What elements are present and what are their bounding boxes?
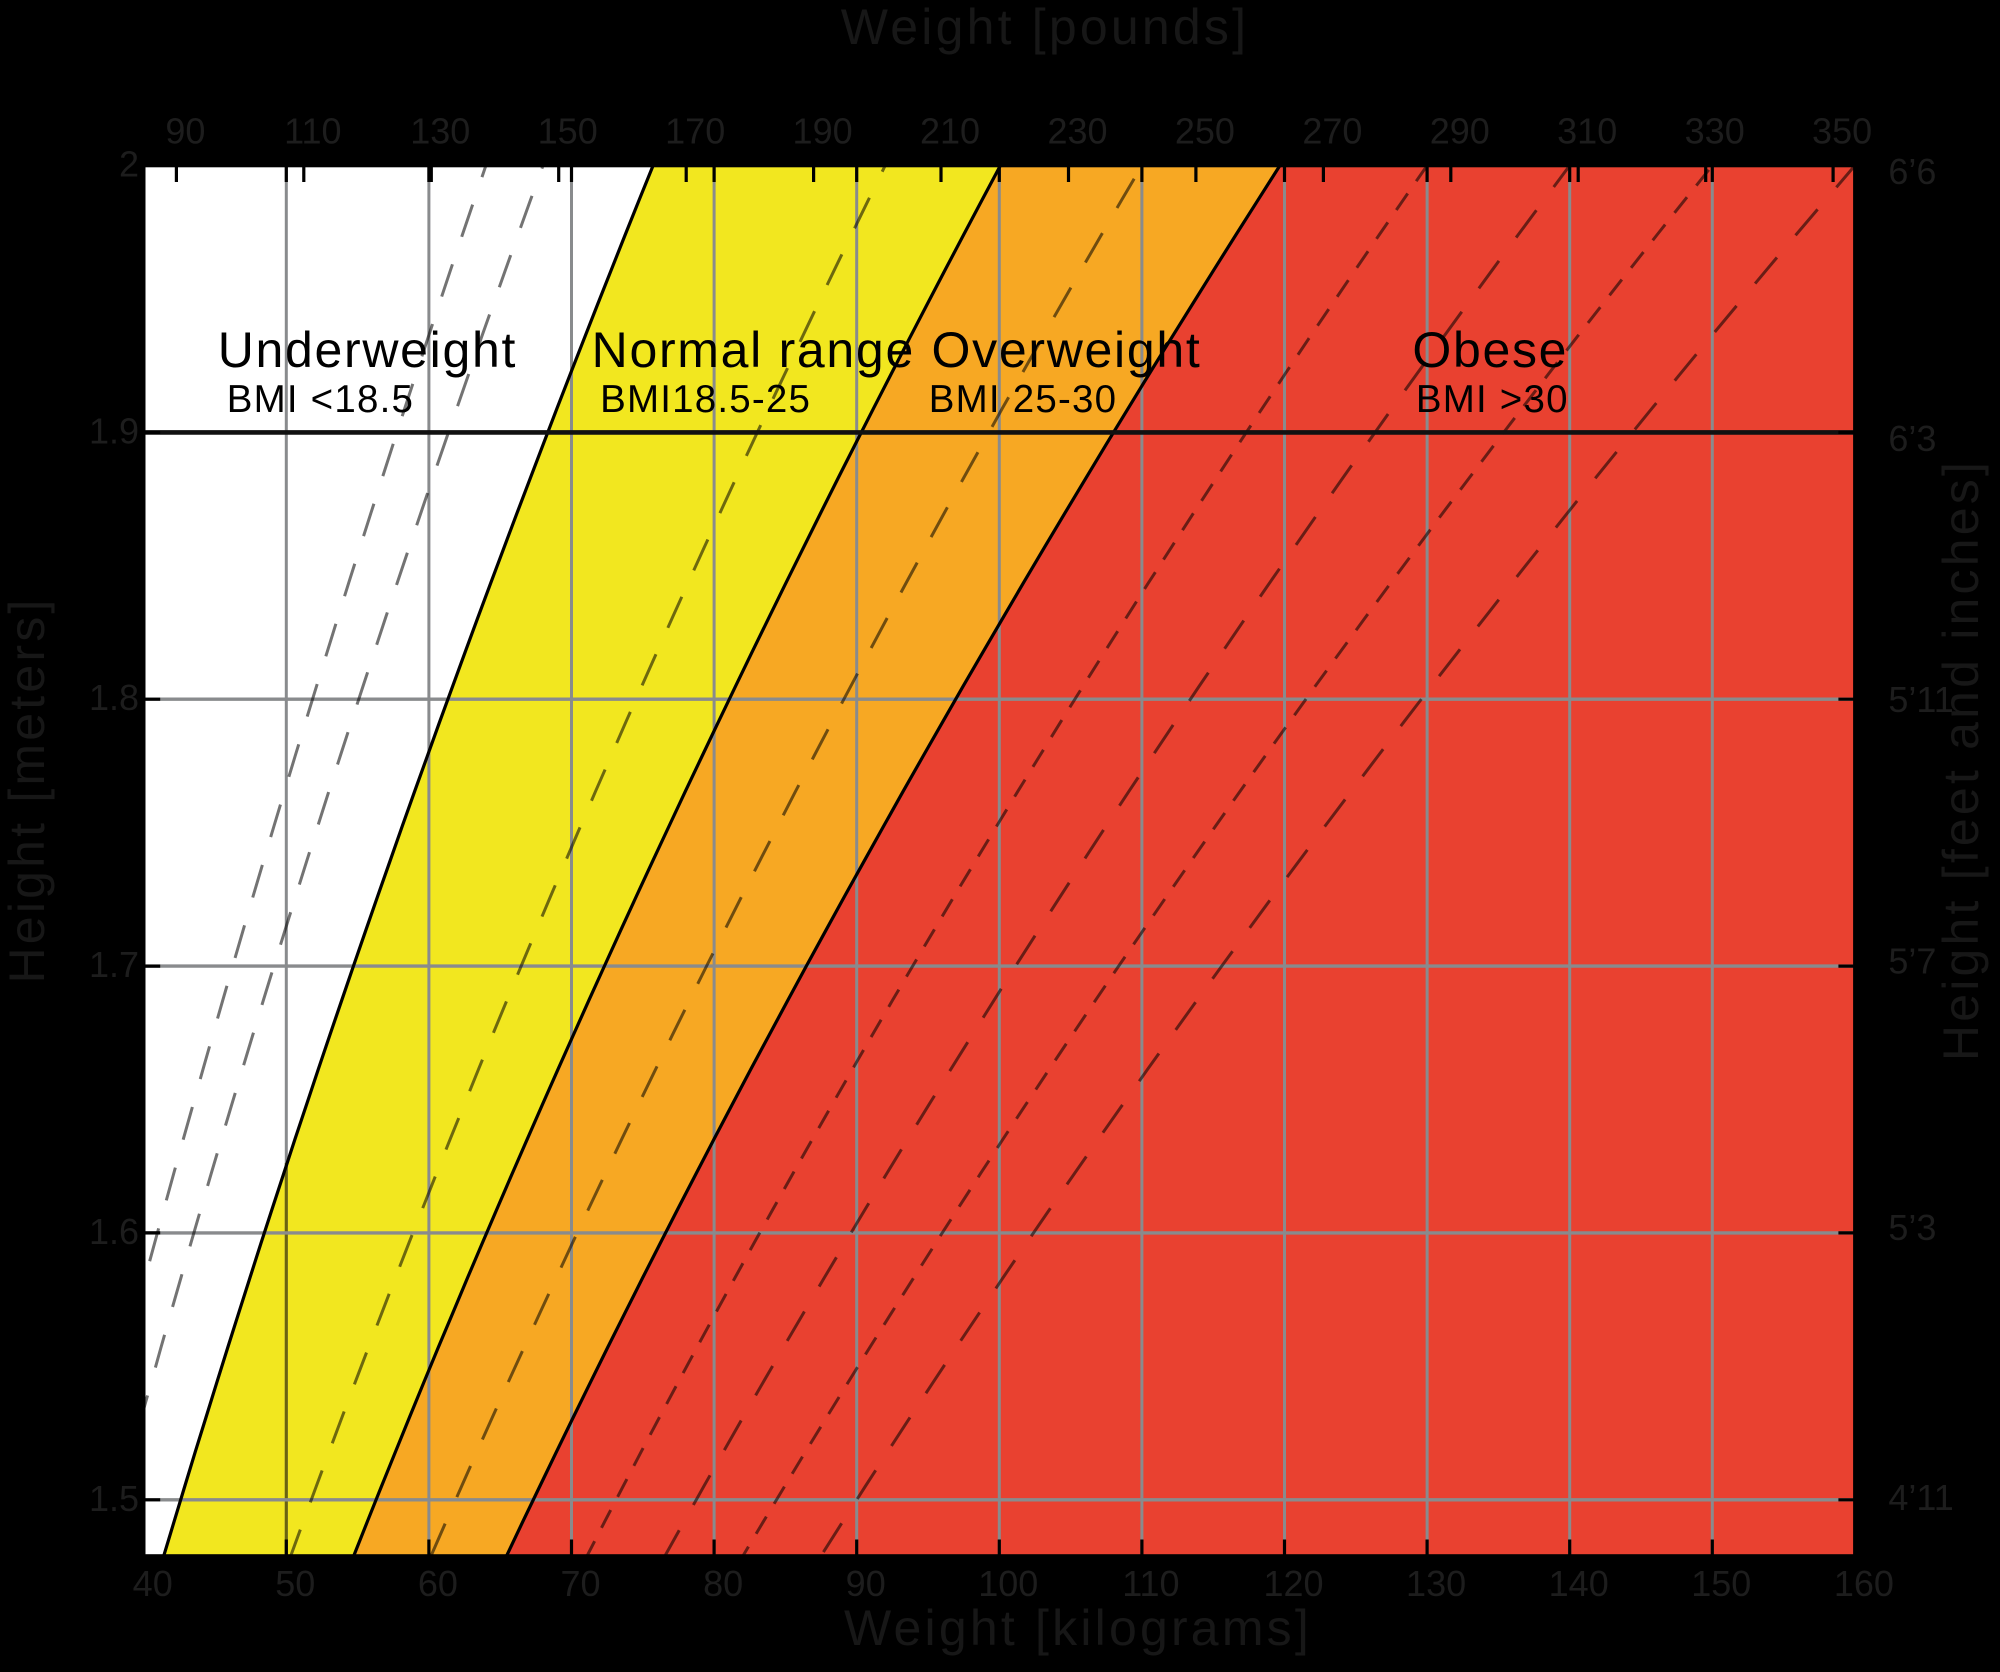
svg-text:1.8: 1.8 [89,677,139,718]
svg-text:Underweight: Underweight [218,322,517,378]
svg-text:130: 130 [1406,1563,1466,1604]
svg-text:330: 330 [1685,111,1745,152]
svg-text:290: 290 [1430,111,1490,152]
svg-text:190: 190 [793,111,853,152]
svg-text:Height [feet and inches]: Height [feet and inches] [1933,459,1989,1061]
svg-text:Weight [pounds]: Weight [pounds] [841,0,1249,55]
svg-text:310: 310 [1557,111,1617,152]
svg-text:60: 60 [418,1563,458,1604]
svg-text:150: 150 [538,111,598,152]
svg-text:90: 90 [165,111,205,152]
svg-text:100: 100 [978,1563,1038,1604]
svg-text:80: 80 [703,1563,743,1604]
svg-text:350: 350 [1812,111,1872,152]
svg-text:Weight [kilograms]: Weight [kilograms] [844,1600,1312,1656]
svg-text:250: 250 [1175,111,1235,152]
svg-text:1.7: 1.7 [89,944,139,985]
svg-text:BMI <18.5: BMI <18.5 [227,378,414,421]
svg-text:120: 120 [1263,1563,1323,1604]
svg-text:Obese: Obese [1412,322,1568,378]
svg-text:70: 70 [560,1563,600,1604]
svg-text:Normal range: Normal range [592,322,915,378]
svg-text:6’6: 6’6 [1888,151,1936,192]
svg-text:170: 170 [665,111,725,152]
svg-text:BMI 25-30: BMI 25-30 [929,378,1117,421]
svg-text:1.5: 1.5 [89,1478,139,1519]
svg-text:50: 50 [275,1563,315,1604]
svg-text:4’11: 4’11 [1888,1477,1953,1518]
svg-text:5’7: 5’7 [1888,940,1936,981]
svg-text:5’11: 5’11 [1888,679,1953,720]
svg-text:270: 270 [1302,111,1362,152]
svg-text:2: 2 [119,144,139,185]
svg-text:1.9: 1.9 [89,410,139,451]
svg-text:210: 210 [920,111,980,152]
svg-text:Overweight: Overweight [932,322,1202,378]
svg-text:90: 90 [846,1563,886,1604]
svg-text:230: 230 [1047,111,1107,152]
svg-text:Height [meters]: Height [meters] [0,596,55,983]
svg-text:5’3: 5’3 [1888,1207,1936,1248]
svg-text:1.6: 1.6 [89,1211,139,1252]
svg-text:BMI >30: BMI >30 [1416,378,1569,421]
svg-text:140: 140 [1549,1563,1609,1604]
svg-text:110: 110 [1122,1563,1179,1604]
svg-text:150: 150 [1691,1563,1751,1604]
svg-text:BMI18.5-25: BMI18.5-25 [600,378,811,421]
svg-text:130: 130 [410,111,470,152]
svg-text:40: 40 [133,1563,173,1604]
svg-text:160: 160 [1834,1563,1894,1604]
svg-text:110: 110 [284,111,341,152]
svg-text:6’3: 6’3 [1888,418,1936,459]
